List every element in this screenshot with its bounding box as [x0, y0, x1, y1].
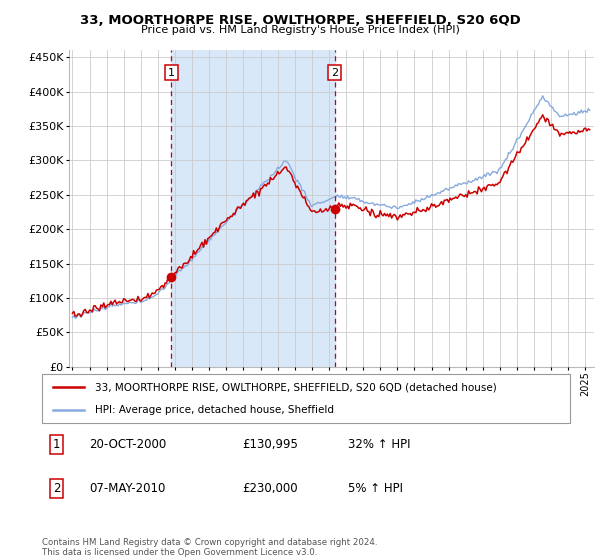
Text: 5% ↑ HPI: 5% ↑ HPI: [348, 482, 403, 494]
Text: 33, MOORTHORPE RISE, OWLTHORPE, SHEFFIELD, S20 6QD: 33, MOORTHORPE RISE, OWLTHORPE, SHEFFIEL…: [80, 14, 520, 27]
Bar: [172, 50, 335, 367]
FancyBboxPatch shape: [42, 374, 570, 423]
Text: £230,000: £230,000: [242, 482, 298, 494]
Text: 1: 1: [53, 438, 61, 451]
Text: 20-OCT-2000: 20-OCT-2000: [89, 438, 167, 451]
Text: 2: 2: [53, 482, 61, 494]
Text: 1: 1: [168, 68, 175, 77]
Text: £130,995: £130,995: [242, 438, 299, 451]
Text: 2: 2: [331, 68, 338, 77]
Text: 33, MOORTHORPE RISE, OWLTHORPE, SHEFFIELD, S20 6QD (detached house): 33, MOORTHORPE RISE, OWLTHORPE, SHEFFIEL…: [95, 382, 497, 393]
Text: 32% ↑ HPI: 32% ↑ HPI: [348, 438, 411, 451]
Text: 07-MAY-2010: 07-MAY-2010: [89, 482, 166, 494]
Text: HPI: Average price, detached house, Sheffield: HPI: Average price, detached house, Shef…: [95, 405, 334, 416]
Text: Price paid vs. HM Land Registry's House Price Index (HPI): Price paid vs. HM Land Registry's House …: [140, 25, 460, 35]
Text: Contains HM Land Registry data © Crown copyright and database right 2024.
This d: Contains HM Land Registry data © Crown c…: [42, 538, 377, 557]
